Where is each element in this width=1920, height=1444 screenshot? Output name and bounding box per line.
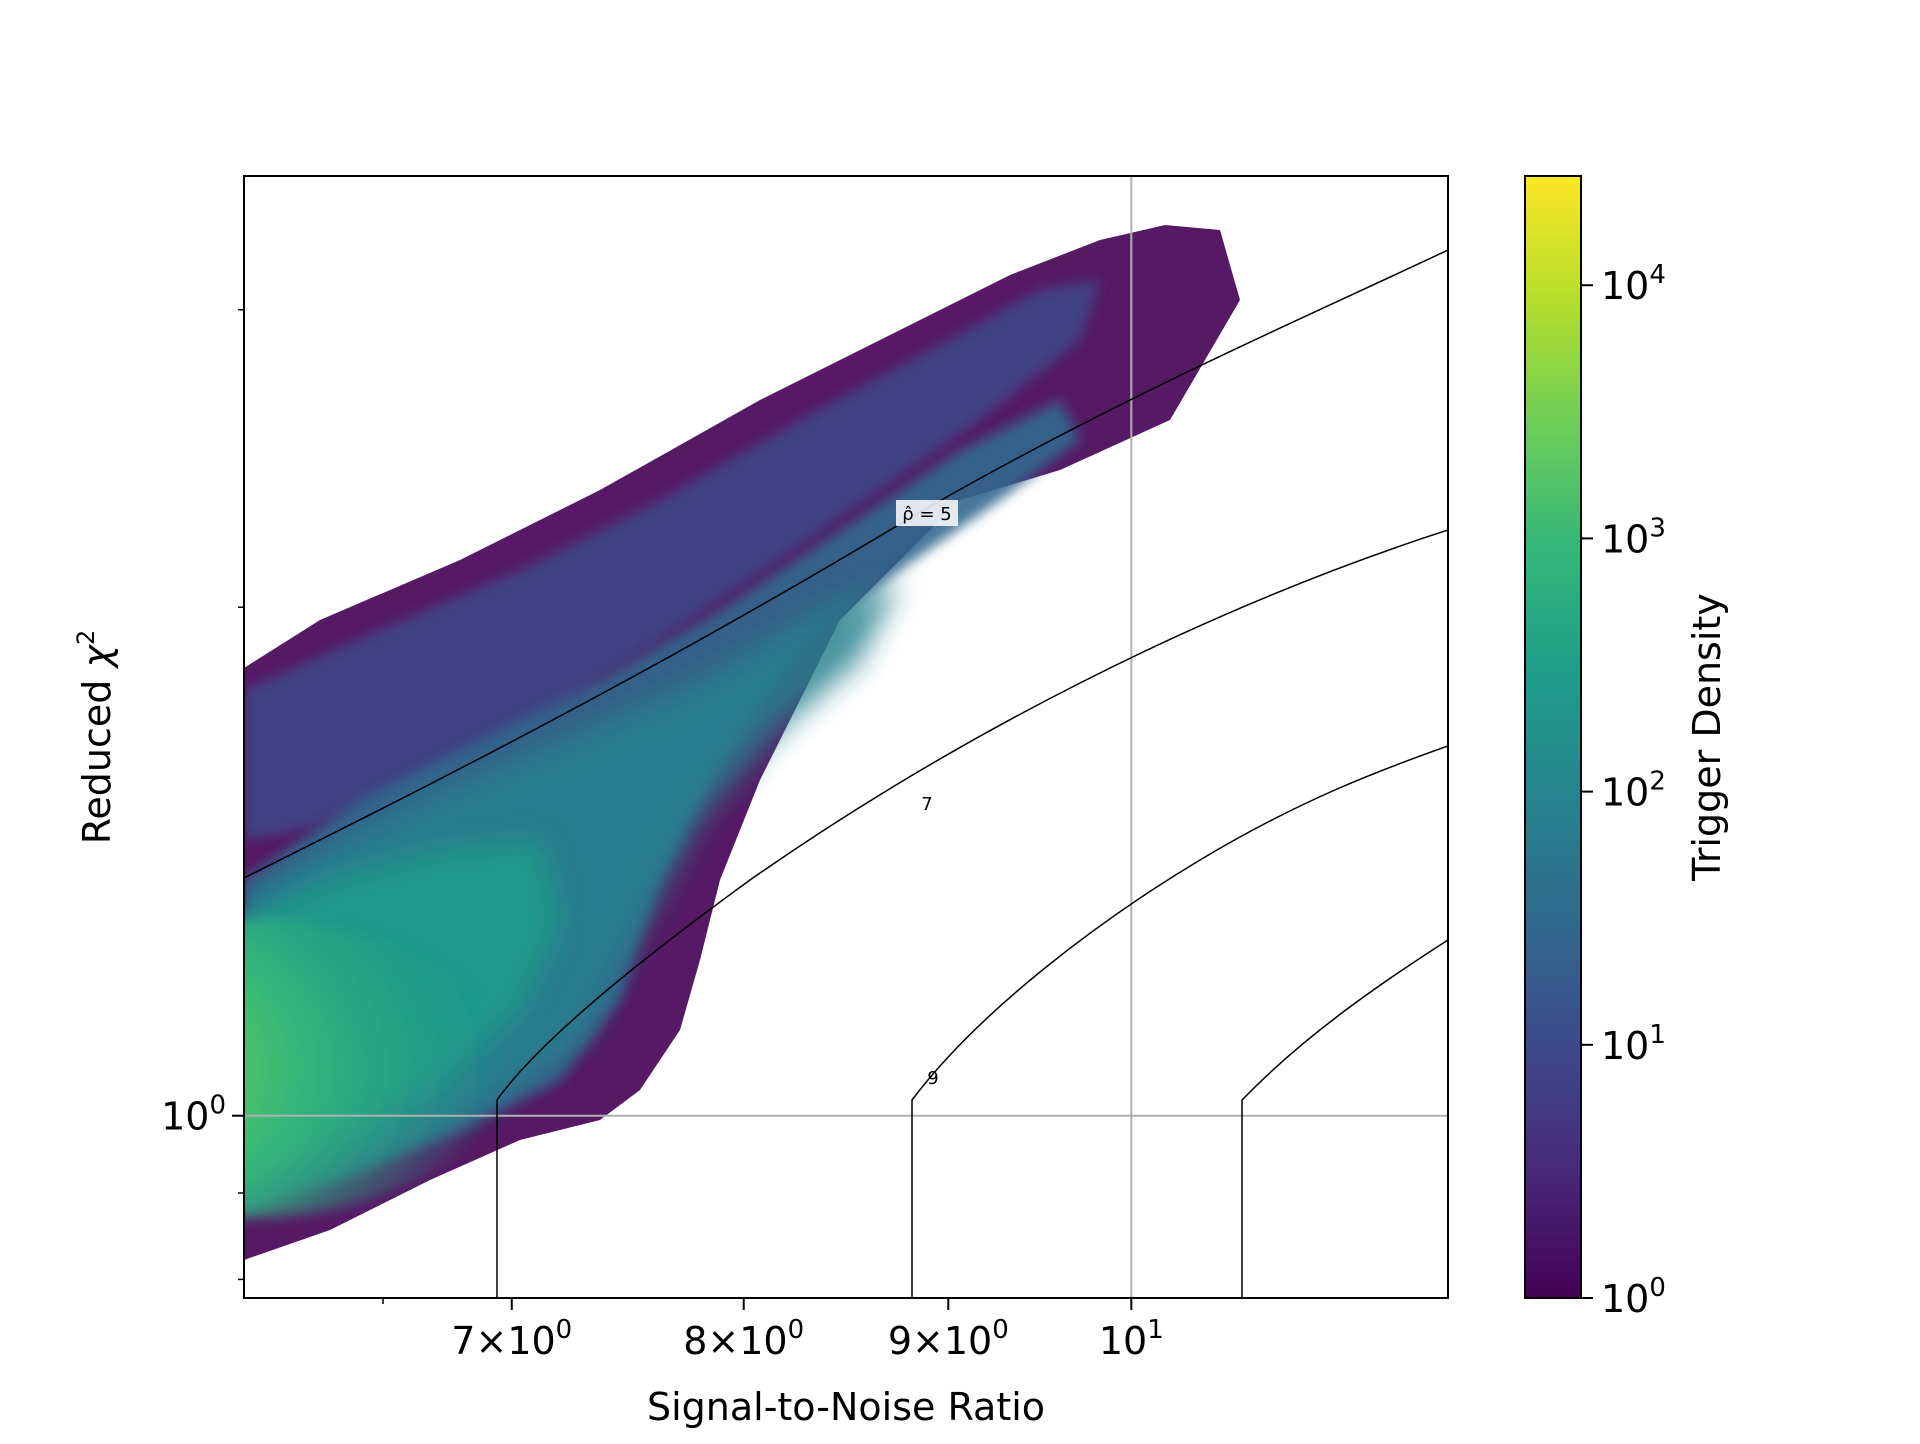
colorbar-tick-label: 102: [1601, 767, 1666, 815]
x-tick-label: 9×100: [888, 1315, 1009, 1363]
contour-lines: [244, 249, 1448, 1298]
y-axis-label: Reduced χ2: [72, 630, 119, 845]
y-axis-label-superscript: 2: [72, 630, 100, 645]
grid-lines: [244, 176, 1448, 1298]
density-core: [244, 918, 504, 1218]
colorbar-tick-label: 103: [1601, 513, 1666, 561]
colorbar-ticks: 100 101 102 103 104: [1581, 260, 1666, 1321]
contour-11: [1241, 939, 1448, 1298]
colorbar-label: Trigger Density: [1685, 593, 1729, 882]
y-axis-label-text: Reduced: [75, 668, 119, 845]
y-axis-label-symbol: χ: [75, 644, 119, 670]
contour-label-7: 7: [921, 794, 932, 815]
x-tick-label: 8×100: [683, 1315, 804, 1363]
x-axis-label: Signal-to-Noise Ratio: [647, 1385, 1045, 1429]
plot-frame: [243, 175, 1449, 1299]
contour-label-5: ρ̂ = 5: [902, 504, 951, 525]
x-tick-label: 7×100: [451, 1315, 572, 1363]
colorbar-tick-label: 104: [1601, 260, 1666, 308]
y-tick-label: 100: [161, 1091, 226, 1139]
x-axis: 7×100 8×100 9×100 101: [382, 1298, 1164, 1363]
colorbar-tick-label: 100: [1601, 1273, 1666, 1321]
contour-7: [496, 529, 1448, 1298]
colorbar-gradient: [1524, 175, 1582, 1299]
contour-labels: ρ̂ = 5 7 9: [896, 500, 958, 1089]
x-tick-label: 101: [1099, 1315, 1164, 1363]
contour-label-5-bg: [896, 500, 958, 526]
contour-9: [911, 745, 1448, 1298]
colorbar: 100 101 102 103 104 Trigger Density: [1524, 175, 1729, 1321]
hexbin-density: [244, 225, 1240, 1260]
density-upper-band: [244, 280, 1100, 840]
y-axis: 100: [161, 309, 244, 1281]
contour-label-9: 9: [927, 1068, 938, 1089]
contour-5: [244, 249, 1448, 879]
colorbar-tick-label: 101: [1601, 1020, 1666, 1068]
